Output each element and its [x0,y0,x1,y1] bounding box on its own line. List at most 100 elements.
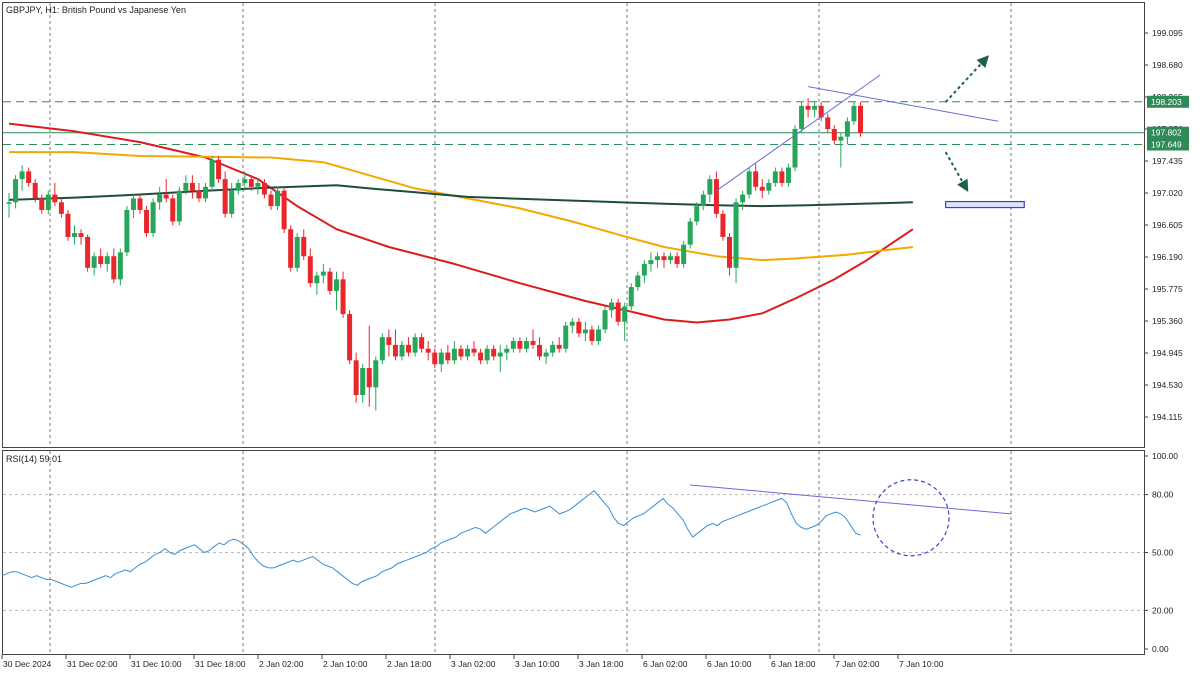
price-tick-label: 197.020 [1152,188,1183,198]
candle [792,125,798,172]
rsi-title: RSI(14) 59.01 [6,454,63,464]
down-arrow [944,151,969,193]
candle [569,317,575,334]
candle-body [628,287,634,307]
candle [700,190,706,210]
candle [596,325,601,345]
candle-body [222,179,228,214]
candle-body [602,310,608,330]
time-tick-label: 2 Jan 10:00 [323,659,368,669]
annotations [716,55,1025,209]
price-tick-label: 195.775 [1152,284,1183,294]
candle [229,182,235,218]
candle-body [130,198,136,210]
price-tick-label: 194.115 [1152,412,1182,422]
candle [124,206,130,257]
candle [386,329,392,357]
candle [641,260,647,284]
candle [176,186,182,226]
candle-body [569,321,575,326]
candle [307,248,313,288]
price-tag-box [1147,138,1189,151]
candle [294,233,300,272]
vertical-gridlines [49,3,1012,654]
candle-body [52,194,58,203]
candle [104,252,110,272]
candle-body [137,198,143,210]
candle-body [805,105,811,110]
candle-body [170,198,176,222]
candle-body [275,190,281,207]
candle [674,252,680,268]
candle [609,298,615,318]
candle-body [582,329,588,334]
time-tick-label: 31 Dec 18:00 [195,659,246,669]
ma-dark-green-line [8,184,913,208]
candle [838,132,844,168]
candle [327,267,333,295]
candle [26,167,32,187]
rsi-trendline [689,484,1012,515]
candle-body [831,129,837,141]
candle [275,186,281,210]
candle-body [412,337,418,353]
candle [45,190,51,214]
candle-body [687,221,693,245]
candle [465,344,470,361]
candle [628,283,634,311]
candle-body [91,256,97,268]
candle-body [504,348,510,353]
candle-body [45,194,51,210]
candle [844,117,850,145]
candle-body [334,279,339,291]
candle [32,179,38,203]
target-zone-box [945,200,1025,209]
candle-body [674,256,680,264]
candle-body [104,256,110,264]
rsi-series [1,479,1144,611]
candle [157,186,163,210]
candle-body [838,136,844,141]
candle-body [26,171,32,183]
candle-body [307,256,313,284]
candle [379,333,385,365]
candlestick-series [6,98,863,411]
candle [130,194,136,218]
candle [412,333,418,357]
candle-body [740,194,746,203]
candle-body [360,368,366,396]
candle-body [622,306,628,322]
candle-body [144,209,150,234]
candle [288,225,294,272]
candle-body [458,348,464,357]
candle-body [65,213,71,237]
candle [825,113,831,133]
candle-body [406,344,412,353]
candle-body [242,179,248,183]
candle [759,179,765,199]
candle [635,271,641,291]
moving-averages [8,122,914,324]
candle-body [157,194,163,203]
candle-body [72,233,77,237]
candle [766,179,772,195]
time-tick-label: 6 Jan 18:00 [771,659,816,669]
candle [235,179,241,195]
price-tag-label: 197.649 [1151,139,1182,149]
candle [170,194,176,226]
candle-body [353,360,359,396]
candle-body [818,105,824,118]
price-tag-box [1147,126,1189,139]
candle-body [596,329,601,342]
candle-body [615,302,621,322]
candle [72,225,77,245]
candle-body [779,171,785,183]
candle-body [556,344,562,349]
candle [196,182,202,203]
candle-body [510,341,516,349]
candle [720,209,726,241]
candle [111,248,117,284]
candle-body [792,129,798,168]
candle-body [248,179,254,187]
candle-body [550,344,556,353]
